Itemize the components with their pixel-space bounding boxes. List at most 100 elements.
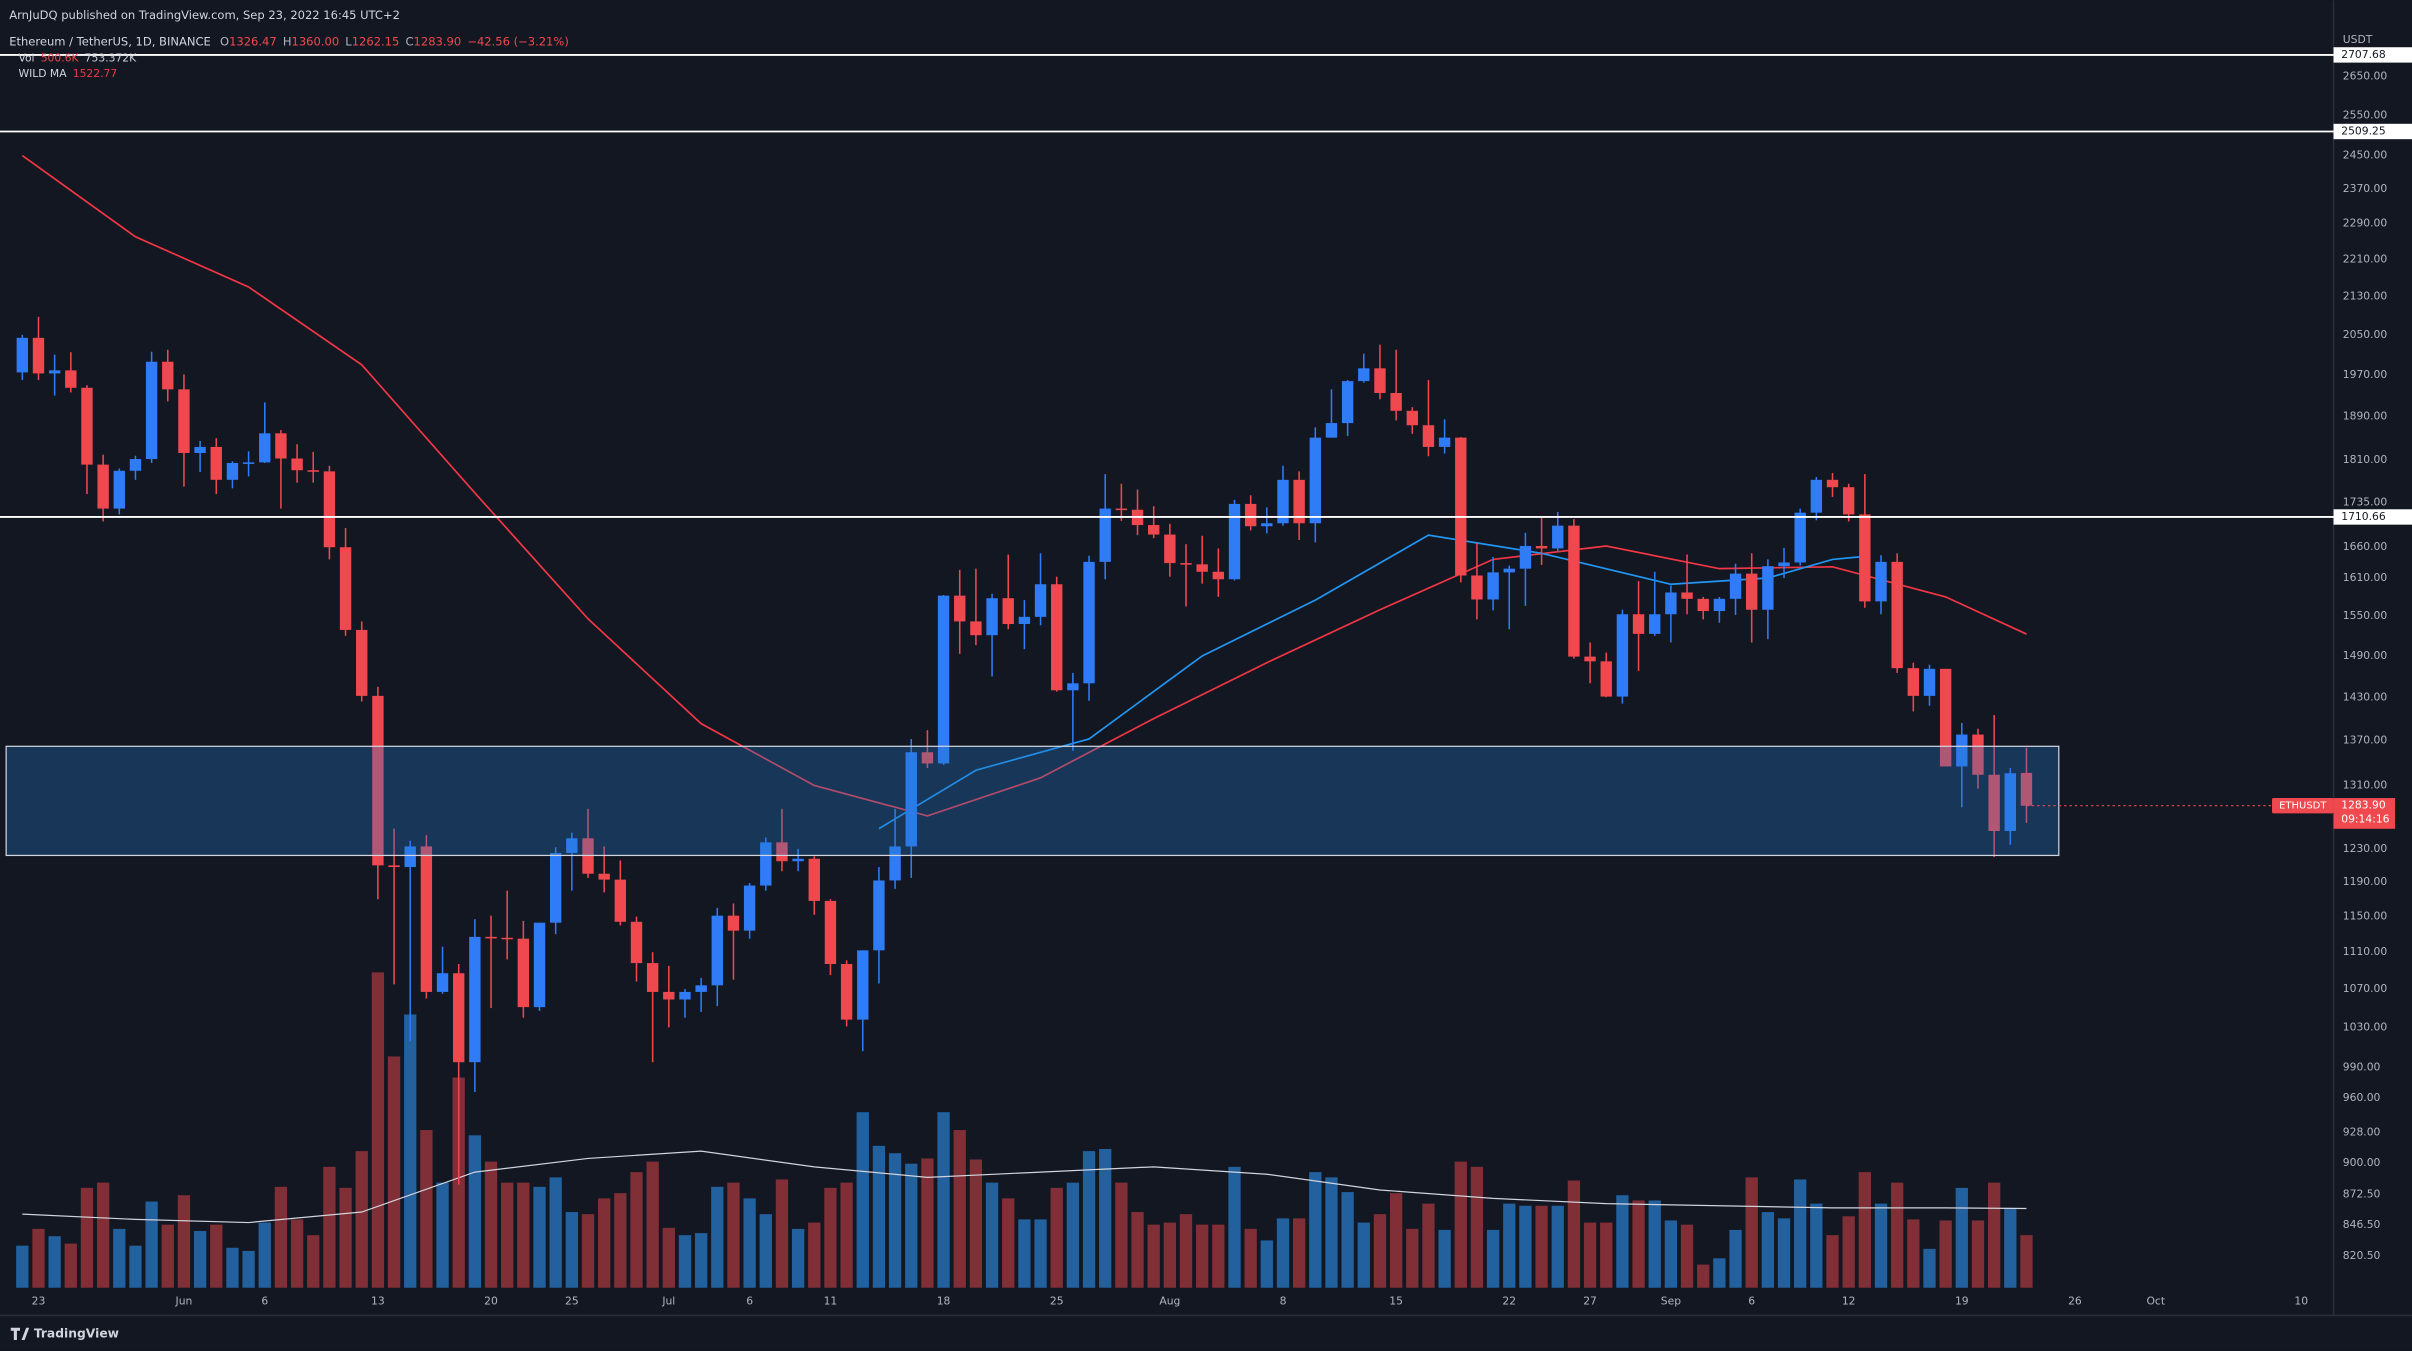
y-tick-label: 2450.00 (2343, 149, 2388, 162)
volume-bar (775, 1179, 789, 1288)
volume-bar (1212, 1224, 1225, 1288)
candle-body (2020, 772, 2033, 806)
volume-bar (1923, 1248, 1936, 1288)
brand-logo (10, 1327, 30, 1341)
volume-bar (1470, 1166, 1484, 1288)
volume-bar (1519, 1205, 1532, 1288)
volume-bar (888, 1153, 902, 1288)
y-tick-label: 820.50 (2343, 1249, 2381, 1262)
volume-ma-line (22, 1150, 2027, 1224)
volume-bar (355, 1151, 368, 1288)
volume-bar (1406, 1228, 1419, 1288)
volume-bar (420, 1130, 433, 1288)
y-tick-label: 900.00 (2343, 1156, 2381, 1169)
y-tick-label: 1890.00 (2343, 410, 2388, 423)
candle-body (1746, 573, 1758, 610)
volume-bar (1971, 1220, 1985, 1288)
candle-body (1390, 392, 1402, 411)
candle-body (372, 695, 384, 866)
volume-bar (1309, 1172, 1322, 1288)
volume-bar (1276, 1218, 1290, 1288)
candle-body (1535, 546, 1548, 549)
candle-body (679, 991, 691, 1000)
volume-bar (694, 1233, 708, 1288)
candle-body (1939, 668, 1952, 767)
candle-body (1261, 523, 1273, 527)
candle-body (1358, 368, 1370, 382)
candle-body (1794, 512, 1806, 563)
y-tick-label: 872.50 (2343, 1187, 2381, 1200)
volume-bar (921, 1158, 934, 1288)
candle-body (1406, 410, 1418, 426)
volume-bar (1858, 1172, 1871, 1288)
candle-body (1374, 368, 1386, 393)
volume-bar (614, 1193, 627, 1288)
candle-body (1810, 479, 1823, 513)
candle-body (905, 752, 917, 847)
volume-bar (404, 1014, 417, 1288)
x-tick-label: 8 (1280, 1295, 1287, 1308)
candle-body (2004, 773, 2016, 832)
volume-bar (1794, 1179, 1807, 1288)
candle-body (145, 361, 158, 460)
volume-bar (1018, 1219, 1031, 1288)
candle-body (1923, 668, 1936, 696)
volume-bar (711, 1186, 724, 1288)
volume-bar (905, 1163, 918, 1288)
ohlc-key: C (406, 34, 414, 48)
volume-bar (840, 1182, 853, 1288)
candle-body (275, 433, 287, 459)
candle-body (323, 471, 336, 548)
candle-body (1325, 423, 1338, 438)
volume-bar (1454, 1161, 1467, 1288)
volume-bar (80, 1187, 94, 1288)
volume-legend: Vol 500.6K 753.372K (18, 52, 137, 65)
candle-body (388, 865, 400, 868)
candle-body (81, 387, 93, 465)
x-tick-label: 25 (1050, 1295, 1064, 1308)
volume-bar (1761, 1212, 1775, 1288)
volume-bar (1987, 1182, 2001, 1288)
volume-bar (1244, 1228, 1257, 1288)
volume-bar (1131, 1212, 1144, 1288)
ma-value: 1522.77 (73, 67, 117, 80)
candle-body (1842, 487, 1855, 515)
x-tick-label: 12 (1842, 1295, 1856, 1308)
y-tick-label: 1810.00 (2343, 453, 2388, 466)
candle-body (1455, 437, 1467, 576)
candle-body (1891, 561, 1903, 669)
x-tick-label: 26 (2068, 1295, 2082, 1308)
candle-body (1729, 573, 1742, 599)
candle-body (970, 621, 982, 636)
volume-bar (1891, 1182, 1904, 1288)
volume-bar (1648, 1200, 1661, 1288)
candle-body (1293, 479, 1305, 524)
volume-bar (242, 1250, 255, 1288)
candle-body (1503, 568, 1515, 573)
volume-bar (856, 1112, 869, 1288)
candle-body (420, 846, 433, 992)
volume-bar (1292, 1218, 1306, 1288)
volume-bar (759, 1214, 772, 1288)
y-tick-label: 2210.00 (2343, 252, 2388, 265)
ohlc-key: L (345, 34, 352, 48)
volume-bar (1777, 1218, 1791, 1288)
candle-body (1697, 598, 1709, 612)
candle-body (226, 462, 239, 480)
volume-bar (1486, 1229, 1500, 1288)
y-tick-label: 2550.00 (2343, 108, 2388, 121)
candle-body (129, 459, 142, 471)
candle-body (549, 852, 562, 923)
candle-body (808, 858, 820, 901)
candle-body (356, 629, 368, 696)
candle-body (598, 873, 610, 880)
ma-name: WILD MA (18, 67, 67, 80)
candle-body (16, 337, 29, 373)
volume-bar (371, 972, 385, 1288)
candle-body (1665, 592, 1677, 615)
x-tick-label: 11 (824, 1295, 838, 1308)
x-tick-label: 25 (565, 1295, 579, 1308)
candle-body (1018, 616, 1031, 625)
